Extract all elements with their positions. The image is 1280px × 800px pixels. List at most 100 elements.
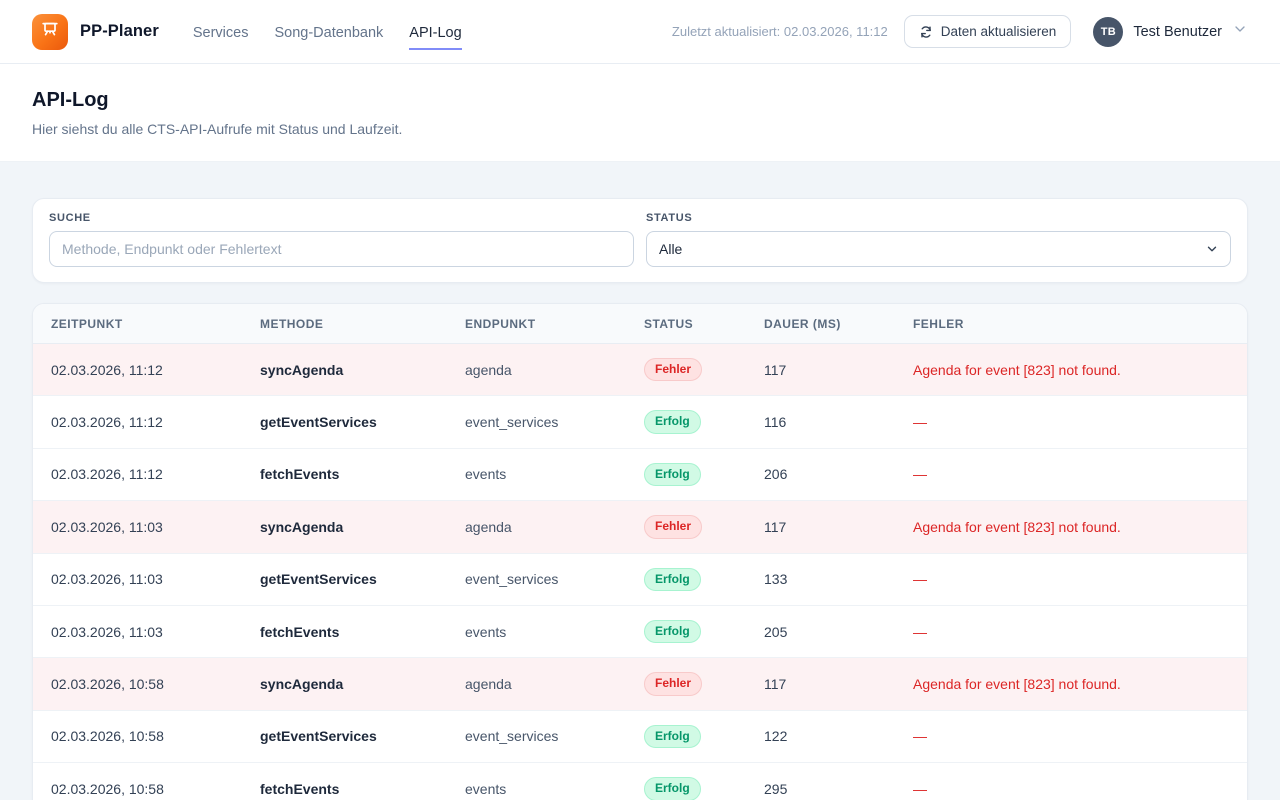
status-badge: Erfolg (644, 777, 701, 800)
status-badge: Fehler (644, 515, 703, 539)
status-badge: Erfolg (644, 724, 701, 749)
nav-item-song-datenbank[interactable]: Song-Datenbank (274, 24, 384, 41)
cell-endpunkt: agenda (465, 518, 512, 535)
nav-item-api-log[interactable]: API-Log (409, 25, 462, 50)
cell-zeitpunkt: 02.03.2026, 11:12 (51, 414, 163, 431)
cell-methode: syncAgenda (260, 676, 344, 693)
user-menu[interactable]: TB Test Benutzer (1093, 16, 1248, 47)
cell-methode: getEventServices (260, 728, 377, 745)
cell-status: Erfolg (644, 553, 764, 605)
brand-name: PP-Planer (80, 22, 159, 40)
column-header-endpunkt: ENDPUNKT (465, 304, 644, 344)
cell-dauer: 205 (764, 623, 788, 640)
cell-dauer: 117 (764, 676, 787, 693)
cell-fehler: — (913, 728, 927, 745)
cell-endpunkt: events (465, 623, 507, 640)
cell-status: Erfolg (644, 396, 764, 448)
status-badge: Erfolg (644, 619, 701, 644)
refresh-button-label: Daten aktualisieren (940, 24, 1057, 39)
cell-fehler: — (913, 780, 927, 797)
cell-zeitpunkt: 02.03.2026, 11:03 (51, 518, 163, 535)
status-badge: Fehler (644, 672, 703, 696)
status-badge: Fehler (644, 358, 703, 382)
table-row: 02.03.2026, 11:12 syncAgenda agenda Fehler 1… (33, 343, 1247, 396)
cell-dauer: 206 (764, 466, 788, 483)
status-field-group: STATUS Alle (646, 212, 1231, 267)
cell-zeitpunkt: 02.03.2026, 10:58 (51, 728, 164, 745)
cell-dauer: 117 (764, 518, 787, 535)
cell-methode: fetchEvents (260, 466, 340, 483)
table-row: 02.03.2026, 10:58 syncAgenda agenda Fehler 1… (33, 657, 1247, 711)
cell-status: Fehler (644, 658, 764, 710)
cell-methode: syncAgenda (260, 518, 344, 535)
cell-dauer: 116 (764, 414, 787, 431)
cell-dauer: 122 (764, 728, 788, 745)
main-content: SUCHE STATUS Alle (0, 162, 1280, 800)
cell-methode: syncAgenda (260, 361, 344, 378)
cell-dauer: 133 (764, 571, 788, 588)
status-select[interactable]: Alle (646, 231, 1231, 267)
avatar: TB (1093, 16, 1124, 47)
page-subtitle: Hier siehst du alle CTS-API-Aufrufe mit … (32, 121, 403, 137)
user-name: Test Benutzer (1133, 23, 1222, 40)
cell-endpunkt: event_services (465, 728, 559, 745)
cell-zeitpunkt: 02.03.2026, 11:12 (51, 361, 163, 378)
table-row: 02.03.2026, 11:03 getEventServices event_s… (33, 553, 1247, 605)
refresh-data-button[interactable]: Daten aktualisieren (903, 15, 1072, 48)
cell-status: Erfolg (644, 710, 764, 762)
last-updated-text: Zuletzt aktualisiert: 02.03.2026, 11:12 (671, 24, 888, 39)
table-row: 02.03.2026, 11:12 getEventServices event_s… (33, 395, 1247, 448)
column-header-dauer: DAUER (MS) (764, 304, 913, 344)
cell-zeitpunkt: 02.03.2026, 10:58 (51, 676, 164, 693)
brand-logo (32, 13, 68, 50)
nav-item-services[interactable]: Services (192, 24, 249, 41)
cell-endpunkt: agenda (465, 361, 512, 378)
status-label: STATUS (646, 212, 693, 224)
search-field-group: SUCHE (49, 212, 634, 267)
cell-zeitpunkt: 02.03.2026, 11:12 (51, 466, 163, 483)
projector-screen-icon (40, 19, 60, 44)
status-badge: Erfolg (644, 462, 701, 487)
cell-fehler: Agenda for event [823] not found. (913, 518, 1121, 535)
cell-dauer: 117 (764, 361, 787, 378)
cell-zeitpunkt: 02.03.2026, 11:03 (51, 571, 163, 588)
search-input[interactable] (49, 231, 634, 267)
cell-status: Fehler (644, 344, 764, 396)
cell-fehler: — (913, 623, 927, 640)
table-header-row: ZEITPUNKT METHODE ENDPUNKT STATUS DAUER … (33, 304, 1247, 344)
cell-zeitpunkt: 02.03.2026, 11:03 (51, 623, 163, 640)
table-row: 02.03.2026, 10:58 getEventServices event_s… (33, 710, 1247, 762)
app-header: PP-Planer Services Song-Datenbank API-Lo… (0, 0, 1280, 64)
cell-endpunkt: agenda (465, 676, 512, 693)
cell-fehler: Agenda for event [823] not found. (913, 361, 1121, 378)
table-row: 02.03.2026, 11:12 fetchEvents events Erfolg… (33, 448, 1247, 500)
chevron-down-icon (1232, 21, 1248, 42)
search-label: SUCHE (49, 212, 91, 224)
api-log-table: ZEITPUNKT METHODE ENDPUNKT STATUS DAUER … (33, 304, 1247, 800)
cell-status: Erfolg (644, 605, 764, 657)
main-nav: Services Song-Datenbank API-Log (193, 23, 462, 50)
table-row: 02.03.2026, 11:03 syncAgenda agenda Fehler 1… (33, 500, 1247, 554)
cell-endpunkt: events (465, 466, 507, 483)
cell-fehler: — (913, 414, 927, 431)
cell-status: Erfolg (644, 448, 764, 500)
cell-endpunkt: event_services (465, 414, 559, 431)
column-header-fehler: FEHLER (913, 304, 1247, 344)
cell-methode: getEventServices (260, 571, 377, 588)
cell-fehler: Agenda for event [823] not found. (913, 676, 1121, 693)
status-badge: Erfolg (644, 567, 701, 591)
cell-zeitpunkt: 02.03.2026, 10:58 (51, 780, 164, 797)
cell-dauer: 295 (764, 780, 788, 797)
cell-endpunkt: events (465, 780, 507, 797)
api-log-table-card: ZEITPUNKT METHODE ENDPUNKT STATUS DAUER … (32, 303, 1248, 800)
column-header-status: STATUS (644, 304, 764, 344)
log-table-body: 02.03.2026, 11:12 syncAgenda agenda Fehler 1… (33, 343, 1247, 800)
status-badge: Erfolg (644, 410, 701, 434)
refresh-icon (919, 25, 933, 39)
column-header-zeitpunkt: ZEITPUNKT (33, 304, 260, 344)
cell-methode: getEventServices (260, 414, 377, 431)
cell-methode: fetchEvents (260, 780, 340, 797)
page-title: API-Log (32, 89, 109, 111)
page-head: API-Log Hier siehst du alle CTS-API-Aufr… (0, 64, 1280, 162)
cell-fehler: — (913, 571, 927, 588)
